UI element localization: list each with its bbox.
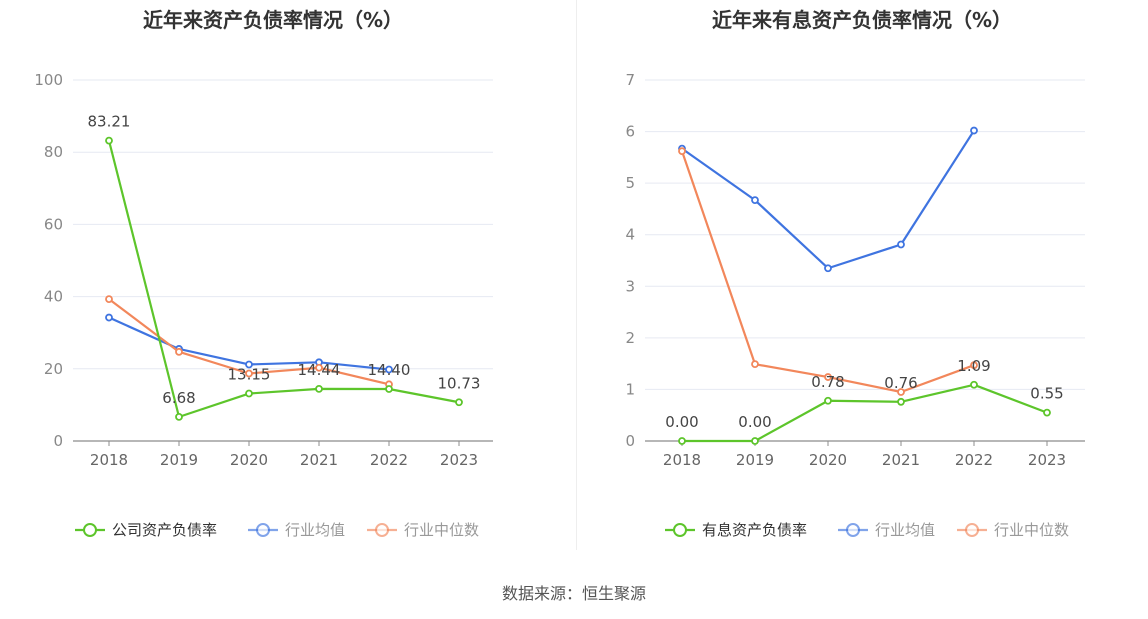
x-tick-label: 2023 [440, 451, 478, 469]
data-point [175, 412, 183, 421]
series-line [681, 129, 975, 270]
data-point [751, 196, 759, 205]
data-point [1043, 408, 1051, 417]
y-tick-label: 40 [44, 288, 63, 306]
legend-marker [673, 523, 687, 537]
data-label: 83.21 [88, 113, 131, 131]
data-point [105, 295, 113, 304]
legend-item-2: 行业均值 [248, 521, 345, 539]
x-tick-label: 2023 [1028, 451, 1066, 469]
data-point [245, 389, 253, 398]
x-tick-label: 2019 [736, 451, 774, 469]
data-point [385, 365, 393, 374]
series-line [107, 140, 460, 418]
legend-label: 行业均值 [875, 521, 935, 539]
y-tick-label: 4 [625, 226, 635, 244]
legend-item-2: 行业均值 [838, 521, 935, 539]
legend-item-1: 有息资产负债率 [665, 521, 807, 539]
series-1: 0.00 0.00 0.78 0.76 1.09 0.55 [665, 357, 1064, 445]
data-label: 0.55 [1030, 385, 1063, 403]
data-label: 13.15 [228, 366, 271, 384]
data-point [385, 385, 393, 393]
legend-item-1: 公司资产负债率 [75, 521, 217, 539]
legend-label: 公司资产负债率 [112, 521, 217, 539]
x-tick-label: 2021 [300, 451, 338, 469]
data-label: 14.40 [368, 361, 411, 379]
y-tick-label: 6 [625, 123, 635, 141]
data-point [105, 136, 113, 145]
panel-divider [576, 0, 577, 550]
x-tick-label: 2018 [663, 451, 701, 469]
data-label: 0.00 [738, 413, 771, 431]
y-tick-label: 1 [625, 380, 635, 398]
y-tick-label: 80 [44, 143, 63, 161]
y-tick-label: 0 [625, 432, 635, 450]
data-label: 14.44 [298, 361, 341, 379]
data-point [897, 397, 905, 406]
chart-panel-1: 近年来资产负债率情况（%） 0 20 40 60 80 100 2018 2019 2020 202… [34, 8, 493, 539]
legend-label: 行业均值 [285, 521, 345, 539]
legend-item-3: 行业中位数 [957, 521, 1069, 539]
data-point [315, 363, 323, 372]
legend-label: 有息资产负债率 [702, 521, 807, 539]
data-label: 10.73 [438, 374, 481, 392]
x-tick-label: 2022 [955, 451, 993, 469]
legend-marker [83, 523, 97, 537]
x-tick-label: 2019 [160, 451, 198, 469]
chart-title: 近年来资产负债率情况（%） [143, 8, 403, 32]
legend-marker [965, 523, 979, 537]
data-point [105, 313, 113, 322]
data-point [678, 147, 686, 156]
series-3 [678, 147, 978, 396]
x-tick-label: 2018 [90, 451, 128, 469]
data-point [970, 126, 978, 135]
data-label: 1.09 [957, 357, 990, 375]
y-tick-label: 60 [44, 215, 63, 233]
data-point [315, 384, 323, 393]
x-tick-label: 2020 [230, 451, 268, 469]
data-point [245, 360, 253, 369]
data-point [751, 437, 759, 445]
y-tick-label: 3 [625, 277, 635, 295]
data-label: 0.76 [884, 374, 917, 392]
data-label: 0.00 [665, 413, 698, 431]
data-point [455, 398, 463, 407]
y-tick-label: 5 [625, 174, 635, 192]
data-point [897, 240, 905, 249]
x-tick-label: 2020 [809, 451, 847, 469]
legend-label: 行业中位数 [404, 521, 479, 539]
data-point [245, 369, 253, 378]
data-point [824, 264, 832, 273]
series-line [682, 383, 1048, 443]
x-tick-label: 2022 [370, 451, 408, 469]
data-point [678, 437, 686, 445]
y-tick-label: 20 [44, 360, 63, 378]
series-2 [105, 313, 393, 374]
data-point [824, 396, 832, 405]
data-label: 6.68 [162, 389, 195, 407]
y-tick-label: 7 [625, 71, 635, 89]
data-point [175, 347, 183, 356]
legend-item-3: 行业中位数 [367, 521, 479, 539]
data-point [751, 360, 759, 369]
y-tick-label: 100 [34, 71, 63, 89]
y-tick-label: 0 [53, 432, 63, 450]
x-tick-label: 2021 [882, 451, 920, 469]
chart-title: 近年来有息资产负债率情况（%） [712, 8, 1012, 32]
data-point [897, 388, 905, 396]
chart-panel-2: 近年来有息资产负债率情况（%） 0 1 2 3 4 5 6 7 2018 2019 2020 2021 2… [625, 8, 1085, 539]
legend-marker [375, 523, 389, 537]
data-point [824, 373, 832, 381]
legend-marker [846, 523, 860, 537]
series-1: 83.21 6.68 13.15 14.44 14.40 10.73 [88, 113, 481, 421]
legend-marker [256, 523, 270, 537]
data-point [970, 361, 978, 370]
series-2 [678, 126, 978, 273]
data-source: 数据来源：恒生聚源 [501, 584, 646, 603]
data-label: 0.78 [811, 373, 844, 391]
data-point [970, 380, 978, 389]
y-tick-label: 2 [625, 329, 635, 347]
legend-label: 行业中位数 [994, 521, 1069, 539]
